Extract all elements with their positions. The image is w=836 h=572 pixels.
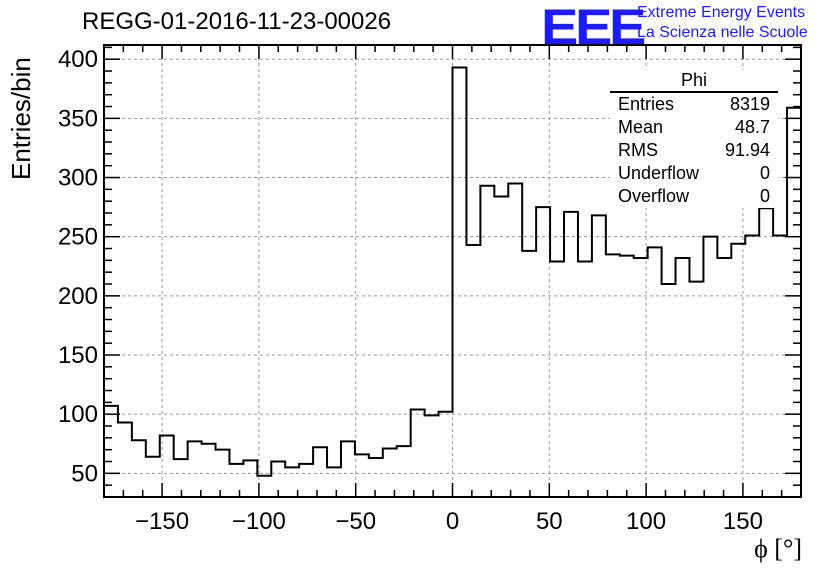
- histogram-bin: [341, 441, 355, 497]
- stats-row-underflow: Underflow 0: [610, 162, 778, 185]
- histogram-bin: [522, 251, 536, 497]
- histogram-bin: [397, 446, 411, 497]
- histogram-bin: [188, 441, 202, 497]
- histogram-bin: [578, 262, 592, 497]
- stats-label: RMS: [618, 140, 658, 160]
- histogram-bin: [229, 464, 243, 497]
- histogram-bin: [745, 236, 759, 497]
- histogram-line: [104, 66, 801, 477]
- histogram-bin: [146, 457, 160, 497]
- stats-value: 0: [759, 163, 770, 183]
- stats-label: Mean: [618, 117, 664, 137]
- x-tick-label: −50: [335, 508, 376, 535]
- logo-line-1: Extreme Energy Events: [637, 4, 806, 21]
- histogram-bin: [676, 258, 690, 497]
- histogram-bin: [480, 186, 494, 497]
- logo-line-2: La Scienza nelle Scuole: [637, 24, 808, 41]
- stats-row-overflow: Overflow 0: [610, 185, 778, 208]
- histogram-bin: [243, 460, 257, 497]
- histogram-bin: [383, 448, 397, 497]
- histogram-bin: [299, 464, 313, 497]
- y-tick-label: 400: [58, 46, 98, 73]
- y-tick-label: 200: [58, 283, 98, 310]
- histogram-bin: [466, 245, 480, 497]
- chart-title: REGG-01-2016-11-23-00026: [82, 8, 392, 35]
- histogram-bin: [564, 212, 578, 497]
- stats-label: Entries: [618, 94, 675, 114]
- stats-value: 8319: [729, 94, 770, 114]
- stats-value: 91.94: [724, 140, 770, 160]
- y-axis-label: Entries/bin: [6, 57, 36, 180]
- histogram-bin: [536, 207, 550, 497]
- histogram-bin: [327, 467, 341, 497]
- y-tick-label: 100: [58, 401, 98, 428]
- x-tick-label: 0: [446, 508, 459, 535]
- histogram-bin: [662, 284, 676, 497]
- histogram-bin: [550, 262, 564, 497]
- histogram-bin: [411, 409, 425, 497]
- histogram-bin: [703, 237, 717, 497]
- stats-row-rms: RMS 91.94: [610, 139, 778, 162]
- histogram-bin: [118, 422, 132, 497]
- histogram-bin: [216, 450, 230, 497]
- histogram-bin: [648, 247, 662, 497]
- histogram-bin: [453, 67, 467, 497]
- histogram-bin: [717, 258, 731, 497]
- y-tick-label: 250: [58, 224, 98, 251]
- histogram-bin: [104, 406, 118, 497]
- histogram-bin: [689, 282, 703, 497]
- histogram-bin: [439, 412, 453, 497]
- stats-row-entries: Entries 8319: [610, 93, 778, 116]
- x-tick-label: 100: [626, 508, 666, 535]
- y-tick-label: 50: [71, 460, 98, 487]
- y-tick-label: 350: [58, 105, 98, 132]
- x-tick-label: 50: [536, 508, 563, 535]
- histogram-bin: [369, 458, 383, 497]
- histogram-bin: [174, 459, 188, 497]
- histogram-bin: [355, 454, 369, 497]
- x-tick-label: −100: [232, 508, 286, 535]
- histogram-bin: [773, 236, 787, 497]
- histogram-bin: [202, 444, 216, 497]
- y-tick-label: 150: [58, 342, 98, 369]
- stats-value: 0: [759, 186, 770, 206]
- histogram-bin: [634, 258, 648, 497]
- histogram-bin: [620, 256, 634, 497]
- histogram-bin: [425, 415, 439, 497]
- histogram-bin: [313, 447, 327, 497]
- histogram-bin: [759, 208, 773, 497]
- x-tick-label: 150: [723, 508, 763, 535]
- stats-box: Phi Entries 8319 Mean 48.7 RMS 91.94 Und…: [610, 70, 778, 208]
- histogram-bin: [132, 440, 146, 497]
- histogram-bin: [508, 183, 522, 497]
- stats-row-mean: Mean 48.7: [610, 116, 778, 139]
- stats-title: Phi: [610, 70, 778, 93]
- x-axis-label: ϕ [°]: [754, 534, 802, 563]
- x-tick-label: −150: [135, 508, 189, 535]
- stats-label: Underflow: [618, 163, 700, 183]
- y-tick-label: 300: [58, 165, 98, 192]
- stats-label: Overflow: [618, 186, 690, 206]
- eee-logo: EEE: [541, 0, 646, 55]
- stats-value: 48.7: [734, 117, 770, 137]
- histogram-bin: [606, 254, 620, 497]
- histogram-bin: [592, 215, 606, 497]
- histogram-bin: [494, 196, 508, 497]
